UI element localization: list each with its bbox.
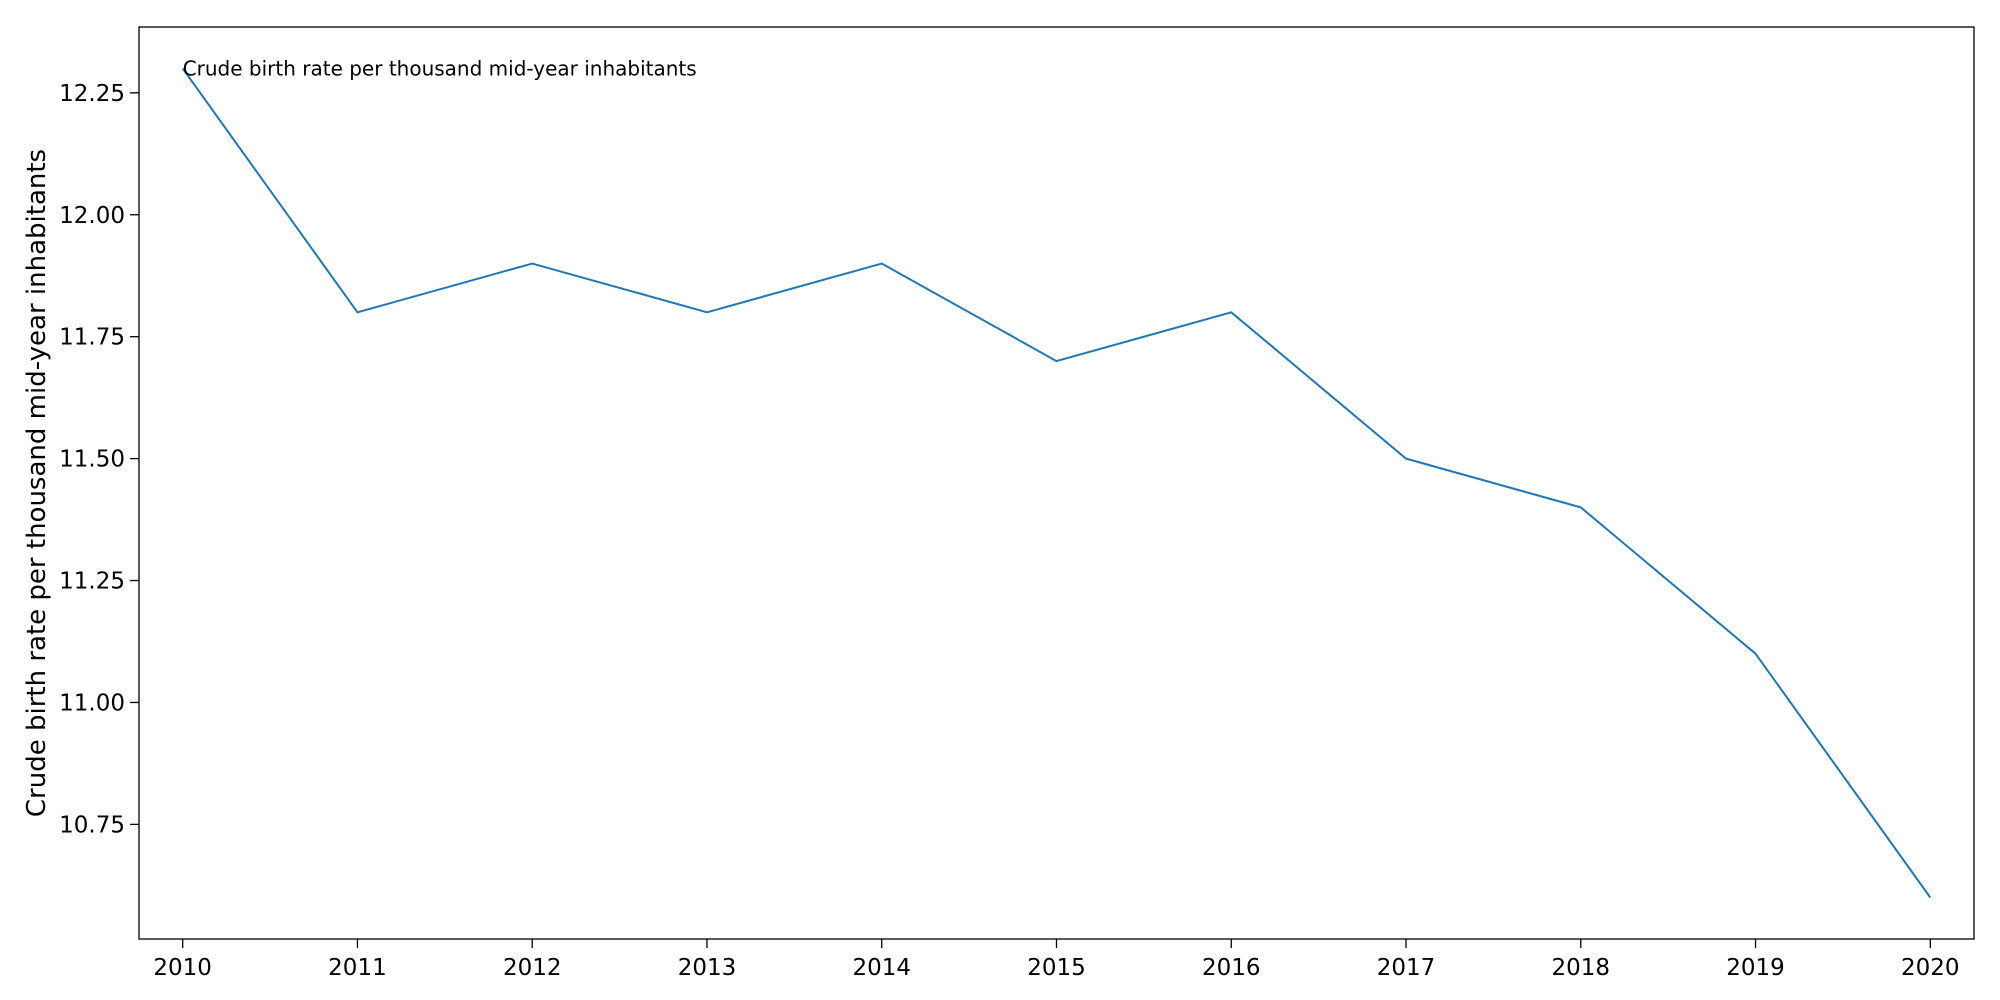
x-tick-label: 2012 [503,955,562,981]
x-axis-ticks: 2010 2011 2012 2013 2014 2015 2016 2017 2018 2019… [153,939,1960,981]
y-tick-label: 12.25 [59,81,125,107]
y-tick-label: 11.00 [59,690,125,716]
y-tick-label: 11.25 [59,569,125,595]
x-tick-label: 2010 [153,955,212,981]
x-tick-label: 2017 [1377,955,1436,981]
y-axis-label: Crude birth rate per thousand mid-year i… [22,149,52,817]
x-tick-label: 2014 [852,955,911,981]
x-tick-label: 2016 [1202,955,1261,981]
y-tick-label: 12.00 [59,203,125,229]
x-tick-label: 2013 [678,955,737,981]
plot-area-frame [138,26,1975,940]
y-tick-label: 11.75 [59,325,125,351]
x-tick-label: 2018 [1552,955,1611,981]
y-axis-ticks: 10.75 11.00 11.25 11.50 11.75 12.00 12.25 [59,81,139,838]
x-tick-label: 2011 [328,955,387,981]
x-tick-label: 2019 [1726,955,1785,981]
x-tick-label: 2020 [1901,955,1960,981]
series-line [181,67,1932,899]
annotation-label: Crude birth rate per thousand mid-year i… [183,56,697,80]
x-tick-label: 2015 [1027,955,1086,981]
series-layer [181,67,1932,899]
y-tick-label: 10.75 [59,812,125,838]
y-tick-label: 11.50 [59,447,125,473]
